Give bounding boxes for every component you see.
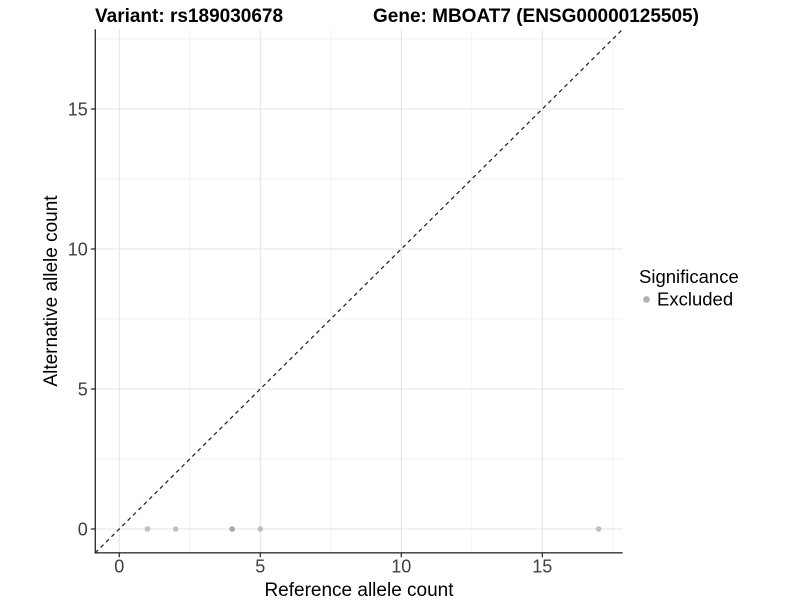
y-tick-label: 5 <box>78 380 88 400</box>
y-tick-label: 10 <box>68 240 88 260</box>
x-tick-label: 15 <box>532 557 552 577</box>
grid-layer <box>95 29 623 553</box>
data-points-layer <box>144 526 602 532</box>
data-point <box>229 526 235 532</box>
data-point <box>595 526 602 532</box>
y-tick-label: 15 <box>68 100 88 120</box>
axis-layer: 0 5 10 15 0 5 10 15 <box>68 29 623 577</box>
x-tick-label: 10 <box>391 557 411 577</box>
y-tick-label: 0 <box>78 520 88 540</box>
data-point <box>257 526 264 532</box>
legend: Significance Excluded <box>639 266 739 310</box>
gene-title: Gene: MBOAT7 (ENSG00000125505) <box>373 6 699 27</box>
x-tick-label: 0 <box>114 557 124 577</box>
legend-title: Significance <box>639 266 739 287</box>
legend-label-excluded: Excluded <box>657 289 733 310</box>
variant-title: Variant: rs189030678 <box>95 6 283 27</box>
legend-key-excluded-dot <box>643 296 650 303</box>
x-axis-title: Reference allele count <box>264 580 454 600</box>
identity-diagonal-line <box>94 28 624 554</box>
y-axis-title: Alternative allele count <box>41 195 62 387</box>
x-tick-label: 5 <box>255 557 265 577</box>
data-point <box>172 526 179 532</box>
data-point <box>144 526 151 532</box>
